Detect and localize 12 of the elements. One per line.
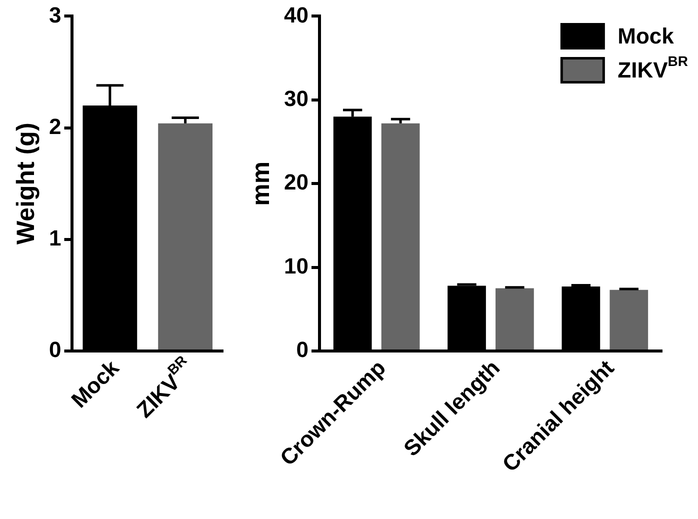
y-tick-label: 10 [284, 253, 308, 278]
y-axis-title: Weight (g) [12, 122, 40, 244]
y-tick-label: 0 [296, 337, 308, 362]
y-tick-label: 40 [284, 2, 308, 28]
y-tick-label: 1 [48, 225, 62, 250]
y-tick-label: 3 [48, 2, 62, 28]
y-tick-label: 20 [284, 170, 308, 195]
y-axis-title: mm [246, 161, 275, 206]
y-tick-label: 2 [48, 114, 62, 139]
y-tick-label: 0 [48, 337, 62, 362]
legend-label: Mock [618, 23, 675, 48]
y-tick-label: 30 [284, 86, 308, 111]
